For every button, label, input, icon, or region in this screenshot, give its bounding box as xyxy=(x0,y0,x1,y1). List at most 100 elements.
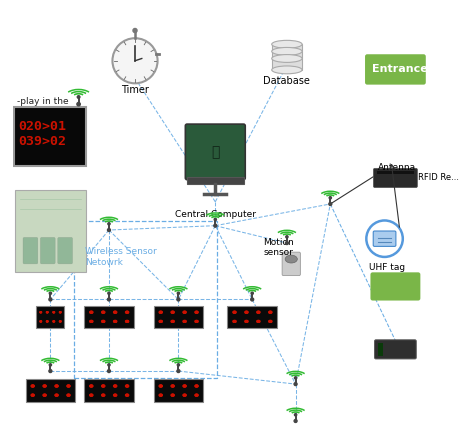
FancyBboxPatch shape xyxy=(272,44,302,70)
Circle shape xyxy=(54,321,55,322)
Circle shape xyxy=(115,321,117,322)
Circle shape xyxy=(53,312,54,313)
Circle shape xyxy=(90,395,91,396)
Circle shape xyxy=(172,321,173,322)
Circle shape xyxy=(251,298,254,301)
FancyBboxPatch shape xyxy=(84,379,134,402)
Circle shape xyxy=(55,385,57,387)
Circle shape xyxy=(108,298,110,301)
Text: Motion
sensor: Motion sensor xyxy=(263,238,294,257)
Circle shape xyxy=(270,321,271,322)
Circle shape xyxy=(101,321,103,322)
Circle shape xyxy=(257,321,259,322)
Circle shape xyxy=(67,385,69,387)
Circle shape xyxy=(60,312,61,313)
Circle shape xyxy=(246,311,248,313)
Circle shape xyxy=(183,395,185,396)
Circle shape xyxy=(159,395,161,396)
Circle shape xyxy=(91,321,92,322)
Circle shape xyxy=(184,321,186,322)
Circle shape xyxy=(32,395,34,396)
Circle shape xyxy=(60,321,61,322)
Circle shape xyxy=(161,385,162,387)
Circle shape xyxy=(68,395,70,396)
Circle shape xyxy=(47,321,48,322)
FancyBboxPatch shape xyxy=(23,237,38,264)
Circle shape xyxy=(251,292,253,294)
FancyBboxPatch shape xyxy=(374,168,417,187)
Circle shape xyxy=(103,321,104,322)
Ellipse shape xyxy=(272,55,302,62)
Circle shape xyxy=(44,395,46,396)
Circle shape xyxy=(195,321,197,322)
Circle shape xyxy=(172,311,173,313)
Circle shape xyxy=(161,321,162,322)
Circle shape xyxy=(285,242,288,244)
Circle shape xyxy=(161,311,162,313)
Circle shape xyxy=(114,395,115,396)
Circle shape xyxy=(234,321,236,322)
Circle shape xyxy=(183,385,185,387)
Circle shape xyxy=(40,321,41,322)
Circle shape xyxy=(294,414,297,416)
Circle shape xyxy=(173,311,174,313)
Circle shape xyxy=(195,321,197,322)
Circle shape xyxy=(172,321,174,322)
Circle shape xyxy=(43,385,45,387)
Circle shape xyxy=(53,321,54,322)
Circle shape xyxy=(114,311,116,313)
Circle shape xyxy=(127,395,128,396)
Circle shape xyxy=(91,385,92,387)
Circle shape xyxy=(196,385,198,387)
Circle shape xyxy=(114,311,115,313)
Circle shape xyxy=(160,395,162,396)
Circle shape xyxy=(90,395,92,396)
FancyBboxPatch shape xyxy=(154,306,203,328)
FancyBboxPatch shape xyxy=(14,107,86,166)
Circle shape xyxy=(60,312,61,313)
Circle shape xyxy=(90,321,92,322)
Circle shape xyxy=(67,395,69,396)
Circle shape xyxy=(91,395,92,396)
Circle shape xyxy=(183,311,185,313)
Circle shape xyxy=(195,311,197,313)
Circle shape xyxy=(172,311,174,313)
Circle shape xyxy=(47,312,48,313)
FancyBboxPatch shape xyxy=(40,237,55,264)
Circle shape xyxy=(53,321,54,322)
Circle shape xyxy=(172,321,173,322)
Circle shape xyxy=(195,395,197,396)
Ellipse shape xyxy=(285,255,297,263)
Ellipse shape xyxy=(272,40,302,48)
Circle shape xyxy=(49,298,52,301)
Text: Antenna: Antenna xyxy=(378,163,416,172)
Circle shape xyxy=(183,385,185,387)
Circle shape xyxy=(46,321,47,322)
Circle shape xyxy=(257,311,258,313)
Circle shape xyxy=(171,321,173,322)
Circle shape xyxy=(53,312,54,313)
Circle shape xyxy=(31,395,33,396)
Circle shape xyxy=(246,321,247,322)
Circle shape xyxy=(183,311,185,313)
Circle shape xyxy=(258,311,260,313)
Circle shape xyxy=(102,311,104,313)
Circle shape xyxy=(126,395,128,396)
FancyBboxPatch shape xyxy=(377,171,414,174)
Circle shape xyxy=(40,312,41,313)
Circle shape xyxy=(55,395,57,396)
Circle shape xyxy=(56,395,58,396)
Circle shape xyxy=(54,312,55,313)
Circle shape xyxy=(45,395,46,396)
Circle shape xyxy=(44,395,46,396)
Circle shape xyxy=(246,311,247,313)
Circle shape xyxy=(103,385,104,387)
Circle shape xyxy=(108,370,110,372)
FancyBboxPatch shape xyxy=(365,54,426,85)
Circle shape xyxy=(286,236,288,238)
Circle shape xyxy=(246,311,248,313)
Ellipse shape xyxy=(272,47,302,55)
Circle shape xyxy=(127,311,128,313)
Circle shape xyxy=(246,321,248,322)
Ellipse shape xyxy=(272,66,302,74)
